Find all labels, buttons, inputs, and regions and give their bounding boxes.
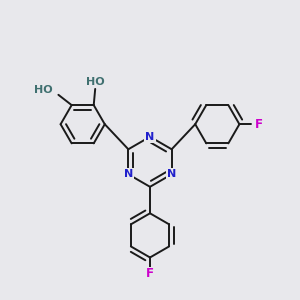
Text: N: N — [124, 169, 133, 179]
Text: N: N — [167, 169, 176, 179]
Text: HO: HO — [34, 85, 53, 94]
Text: F: F — [146, 268, 154, 281]
Text: HO: HO — [86, 77, 105, 87]
Text: N: N — [146, 132, 154, 142]
Text: F: F — [255, 118, 263, 131]
